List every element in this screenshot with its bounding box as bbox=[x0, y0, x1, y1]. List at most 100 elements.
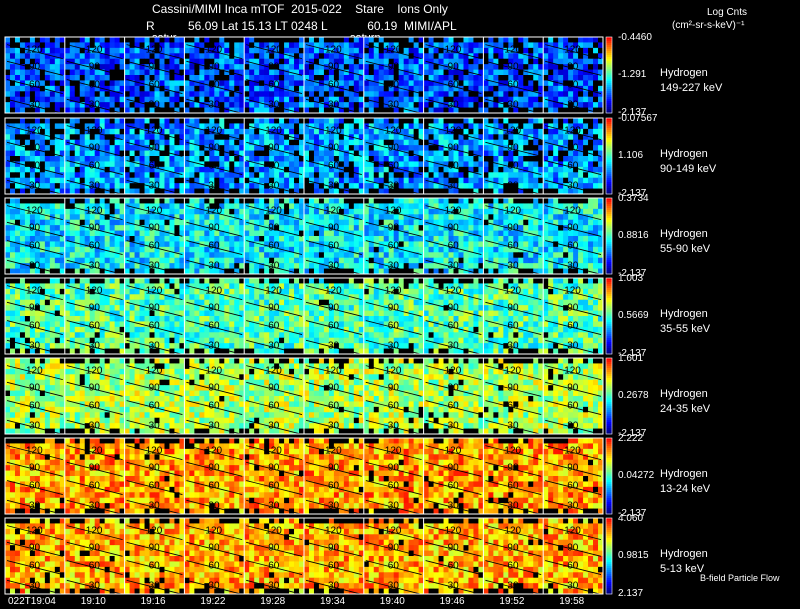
heatmap-cell bbox=[413, 246, 420, 253]
heatmap-cell bbox=[134, 246, 140, 253]
heatmap-cell bbox=[358, 47, 365, 54]
heatmap-cell bbox=[294, 134, 300, 141]
heatmap-cell bbox=[194, 236, 200, 242]
heatmap-cell bbox=[433, 156, 439, 162]
heatmap-cell bbox=[59, 166, 66, 173]
heatmap-cell bbox=[254, 236, 260, 242]
heatmap-cell bbox=[194, 118, 200, 124]
heatmap-cell bbox=[159, 96, 165, 103]
heatmap-cell bbox=[538, 150, 544, 157]
heatmap-cell bbox=[558, 183, 564, 189]
heatmap-cell bbox=[34, 118, 41, 124]
heatmap-cell bbox=[224, 156, 230, 162]
heatmap-cell bbox=[413, 37, 420, 43]
heatmap-cell bbox=[403, 75, 410, 81]
heatmap-cell bbox=[199, 166, 205, 173]
heatmap-cell bbox=[94, 37, 101, 43]
heatmap-cell bbox=[144, 203, 150, 210]
heatmap-cell bbox=[279, 75, 285, 81]
heatmap-cell bbox=[189, 64, 195, 70]
heatmap-cell bbox=[523, 42, 529, 49]
heatmap-cell bbox=[119, 134, 125, 141]
heatmap-cell bbox=[348, 166, 355, 173]
heatmap-cell bbox=[503, 134, 509, 141]
heatmap-cell bbox=[79, 128, 86, 135]
contour-line bbox=[485, 179, 542, 195]
heatmap-cell bbox=[348, 161, 355, 168]
heatmap-cell bbox=[34, 203, 41, 210]
heatmap-cell bbox=[413, 225, 420, 231]
heatmap-cell bbox=[79, 42, 86, 49]
heatmap-cell bbox=[533, 107, 539, 114]
heatmap-cell bbox=[159, 257, 165, 264]
heatmap-cell bbox=[164, 230, 170, 237]
heatmap-cell bbox=[204, 219, 210, 226]
heatmap-cell bbox=[403, 208, 410, 215]
heatmap-cell bbox=[29, 252, 36, 259]
heatmap-cell bbox=[493, 128, 499, 135]
heatmap-cell bbox=[428, 102, 434, 108]
heatmap-cell bbox=[313, 198, 320, 204]
heatmap-cell bbox=[518, 183, 524, 189]
heatmap-cell bbox=[49, 80, 56, 87]
heatmap-cell bbox=[94, 85, 101, 92]
heatmap-cell bbox=[378, 252, 385, 259]
heatmap-cell bbox=[104, 156, 111, 162]
heatmap-cell bbox=[174, 188, 180, 195]
heatmap-cell bbox=[29, 268, 36, 275]
heatmap-cell bbox=[249, 183, 255, 189]
heatmap-cell bbox=[149, 161, 155, 168]
heatmap-cell bbox=[398, 96, 405, 103]
contour-label: 90 bbox=[268, 142, 280, 153]
heatmap-cell bbox=[358, 177, 365, 184]
heatmap-cell bbox=[179, 58, 185, 65]
heatmap-cell bbox=[164, 263, 170, 269]
heatmap-cell bbox=[279, 208, 285, 215]
heatmap-cell bbox=[104, 102, 111, 108]
heatmap-cell bbox=[284, 161, 290, 168]
heatmap-cell bbox=[29, 118, 36, 124]
heatmap-cell bbox=[249, 123, 255, 130]
heatmap-cell bbox=[14, 75, 21, 81]
heatmap-cell bbox=[239, 208, 245, 215]
contour-line bbox=[66, 221, 123, 237]
heatmap-cell bbox=[363, 128, 370, 135]
heatmap-cell bbox=[583, 53, 589, 60]
heatmap-cell bbox=[119, 252, 125, 259]
contour-label: 90 bbox=[208, 61, 220, 72]
heatmap-cell bbox=[308, 80, 315, 87]
heatmap-cell bbox=[259, 91, 265, 98]
heatmap-cell bbox=[313, 107, 320, 114]
heatmap-cell bbox=[204, 225, 210, 231]
heatmap-cell bbox=[159, 75, 165, 81]
heatmap-cell bbox=[229, 123, 235, 130]
heatmap-cell bbox=[5, 236, 11, 242]
heatmap-cell bbox=[413, 123, 420, 130]
heatmap-cell bbox=[423, 246, 429, 253]
heatmap-cell bbox=[368, 80, 375, 87]
heatmap-cell bbox=[558, 123, 564, 130]
heatmap-cell bbox=[368, 150, 375, 157]
contour-label: 120 bbox=[325, 206, 342, 217]
heatmap-cell bbox=[54, 150, 61, 157]
heatmap-cell bbox=[174, 183, 180, 189]
heatmap-cell bbox=[338, 145, 345, 151]
heatmap-cell bbox=[363, 198, 370, 204]
heatmap-cell bbox=[169, 156, 175, 162]
heatmap-cell bbox=[134, 225, 140, 231]
heatmap-cell bbox=[598, 75, 604, 81]
heatmap-cell bbox=[279, 241, 285, 248]
heatmap-cell bbox=[279, 80, 285, 87]
heatmap-cell bbox=[358, 75, 365, 81]
heatmap-cell bbox=[94, 252, 101, 259]
contour-line bbox=[305, 60, 362, 76]
heatmap-cell bbox=[289, 96, 295, 103]
heatmap-cell bbox=[109, 80, 116, 87]
heatmap-cell bbox=[358, 58, 365, 65]
heatmap-cell bbox=[353, 188, 360, 195]
heatmap-cell bbox=[279, 183, 285, 189]
heatmap-cell bbox=[264, 214, 270, 221]
heatmap-cell bbox=[289, 58, 295, 65]
heatmap-cell bbox=[189, 166, 195, 173]
heatmap-cell bbox=[403, 145, 410, 151]
